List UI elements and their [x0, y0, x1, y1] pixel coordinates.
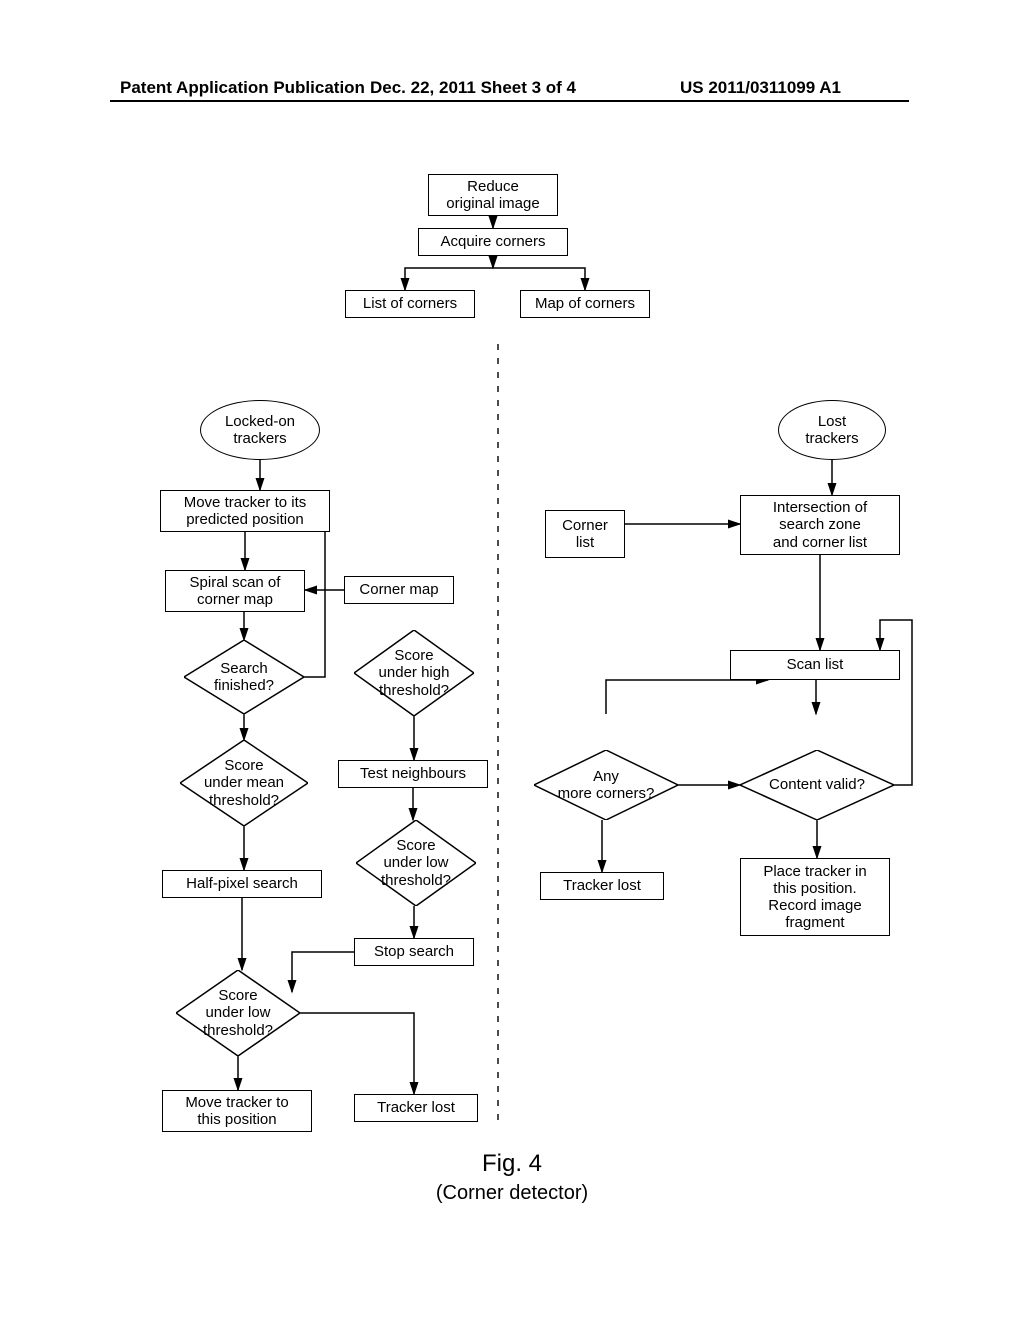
node-mapc: Map of corners — [520, 290, 650, 318]
node-move2: Move tracker to this position — [162, 1090, 312, 1132]
header-right: US 2011/0311099 A1 — [680, 78, 841, 98]
node-intersect: Intersection of search zone and corner l… — [740, 495, 900, 555]
node-halfpx: Half-pixel search — [162, 870, 322, 898]
figure-subcaption: (Corner detector) — [0, 1182, 1024, 1205]
node-scanlist: Scan list — [730, 650, 900, 680]
node-locked: Locked-on trackers — [200, 400, 320, 460]
node-cmap: Corner map — [344, 576, 454, 604]
node-stop: Stop search — [354, 938, 474, 966]
node-smean: Score under mean threshold? — [180, 740, 308, 826]
node-move: Move tracker to its predicted position — [160, 490, 330, 532]
header-left: Patent Application Publication — [120, 78, 365, 98]
node-sfin: Search finished? — [184, 640, 304, 714]
node-clist: Corner list — [545, 510, 625, 558]
node-tlost1: Tracker lost — [540, 872, 664, 900]
header-mid: Dec. 22, 2011 Sheet 3 of 4 — [370, 78, 576, 98]
node-acquire: Acquire corners — [418, 228, 568, 256]
node-shigh: Score under high threshold? — [354, 630, 474, 716]
node-lost: Lost trackers — [778, 400, 886, 460]
node-slow1: Score under low threshold? — [356, 820, 476, 906]
node-testn: Test neighbours — [338, 760, 488, 788]
node-slow2: Score under low threshold? — [176, 970, 300, 1056]
figure-caption: Fig. 4 — [0, 1150, 1024, 1178]
node-listc: List of corners — [345, 290, 475, 318]
node-place: Place tracker in this position. Record i… — [740, 858, 890, 936]
header-rule — [110, 100, 909, 102]
node-cvalid: Content valid? — [740, 750, 894, 820]
node-anym: Any more corners? — [534, 750, 678, 820]
node-tlost2: Tracker lost — [354, 1094, 478, 1122]
node-spiral: Spiral scan of corner map — [165, 570, 305, 612]
node-reduce: Reduce original image — [428, 174, 558, 216]
